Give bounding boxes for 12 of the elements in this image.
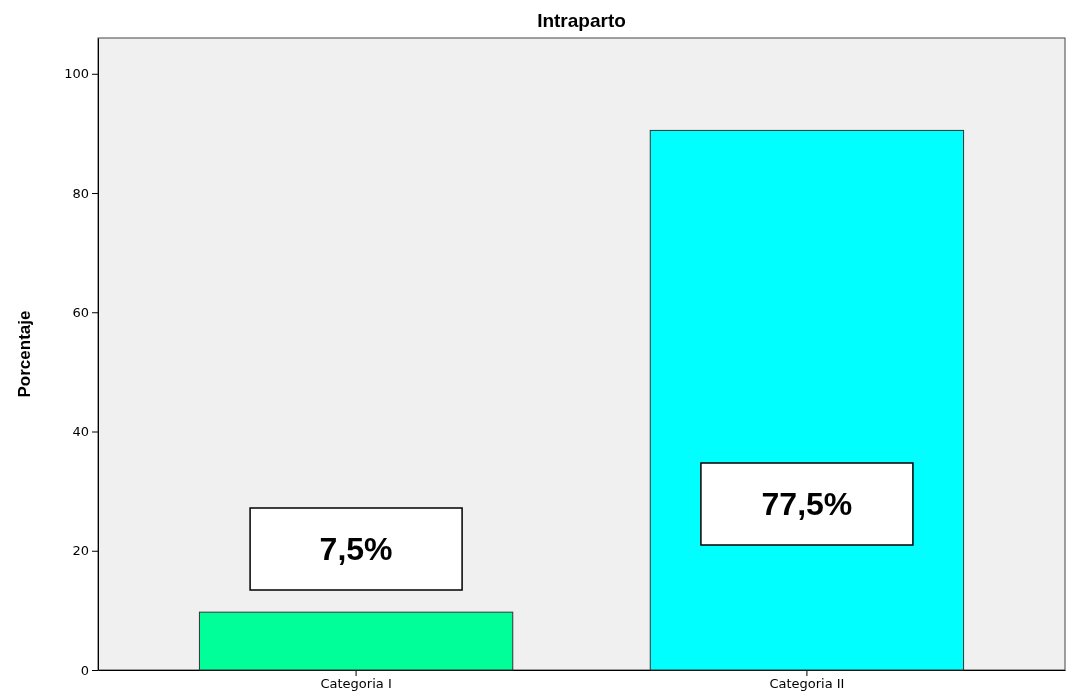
x-tick-label: Categoria I	[320, 676, 392, 692]
y-tick-label: 80	[72, 185, 89, 201]
chart-title: Intraparto	[537, 10, 626, 31]
y-tick-label: 40	[72, 424, 89, 440]
y-tick-label: 100	[64, 66, 89, 82]
annotation: 77,5%	[761, 486, 853, 523]
annotation: 7,5%	[319, 531, 393, 568]
y-tick-label: 60	[72, 304, 89, 320]
y-tick-label: 20	[72, 543, 89, 559]
y-tick-label: 0	[80, 662, 89, 678]
x-tick-label: Categoria II	[769, 676, 845, 692]
y-axis-title: Porcentaje	[15, 310, 34, 398]
